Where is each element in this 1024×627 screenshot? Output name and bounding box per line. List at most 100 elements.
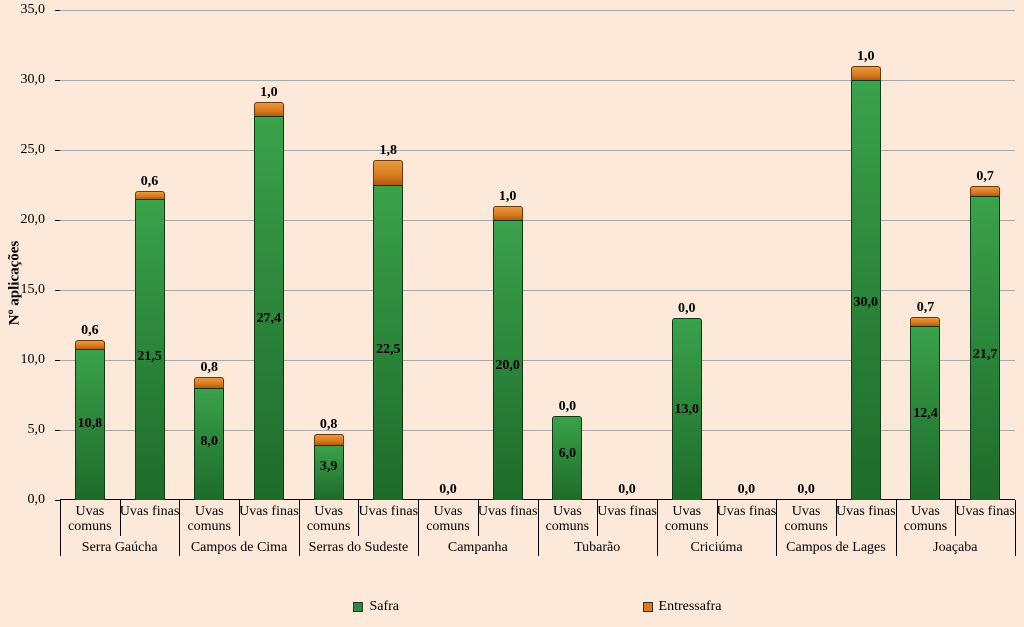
bar-value-safra: 20,0	[495, 358, 520, 374]
y-tick-label: 15,0	[21, 282, 46, 298]
subgroup-label: Uvas finas	[836, 504, 896, 519]
bar-segment-entressafra	[314, 434, 344, 445]
bar-segment-entressafra	[910, 317, 940, 327]
subgroup-label: Uvas finas	[358, 504, 418, 519]
bar: 0,0	[731, 499, 761, 500]
bar-value-safra: 8,0	[200, 434, 218, 450]
subgroup-label: Uvas comuns	[657, 504, 717, 535]
bar-value-entressafra: 1,0	[499, 189, 517, 205]
bar: 22,51,8	[373, 160, 403, 500]
bar: 0,0	[612, 499, 642, 500]
bar-value-entressafra: 0,6	[81, 323, 99, 339]
y-tick-mark	[55, 290, 60, 291]
bar-value-entressafra: 0,0	[797, 482, 815, 498]
subgroup-label: Uvas comuns	[776, 504, 836, 535]
group-label: Serras do Sudeste	[299, 540, 418, 556]
group-label: Tubarão	[538, 540, 657, 556]
bar: 3,90,8	[314, 434, 344, 500]
gridline	[60, 10, 1015, 11]
subgroup-label: Uvas finas	[716, 504, 776, 519]
subgroup-label: Uvas finas	[239, 504, 299, 519]
plot-area: 0,05,010,015,020,025,030,035,010,80,621,…	[60, 10, 1015, 500]
bar-segment-entressafra	[135, 191, 165, 199]
legend: Safra Entressafra	[60, 599, 1015, 621]
legend-item-safra: Safra	[353, 599, 399, 615]
y-tick-label: 10,0	[21, 352, 46, 368]
bar: 0,0	[791, 499, 821, 500]
bar-value-entressafra: 0,0	[618, 482, 636, 498]
y-tick-label: 35,0	[21, 2, 46, 18]
group-label: Campanha	[418, 540, 537, 556]
bar-value-entressafra: 0,0	[678, 301, 696, 317]
bar: 6,00,0	[552, 416, 582, 500]
bar: 30,01,0	[851, 66, 881, 500]
legend-swatch-safra	[353, 602, 363, 612]
bar-value-safra: 21,5	[137, 349, 162, 365]
bar: 8,00,8	[194, 377, 224, 500]
legend-label-safra: Safra	[369, 599, 399, 614]
bar-value-safra: 22,5	[376, 342, 401, 358]
group-label: Campos de Cima	[179, 540, 298, 556]
bar-value-entressafra: 0,0	[439, 482, 457, 498]
subgroup-label: Uvas comuns	[895, 504, 955, 535]
bar-segment-safra	[851, 80, 881, 500]
group-label: Criciúma	[657, 540, 776, 556]
bar-value-safra: 21,7	[973, 347, 998, 363]
bar-segment-entressafra	[75, 340, 105, 348]
bar-value-entressafra: 0,7	[976, 169, 994, 185]
y-tick-mark	[55, 430, 60, 431]
legend-label-entre: Entressafra	[659, 599, 722, 614]
bar: 12,40,7	[910, 317, 940, 500]
legend-swatch-entre	[643, 602, 653, 612]
subgroup-label: Uvas comuns	[537, 504, 597, 535]
y-tick-mark	[55, 80, 60, 81]
subgroup-label: Uvas finas	[120, 504, 180, 519]
bar-value-entressafra: 0,0	[738, 482, 756, 498]
bar-value-safra: 10,8	[78, 416, 103, 432]
bar-value-entressafra: 0,7	[917, 300, 935, 316]
bar-value-safra: 3,9	[320, 459, 338, 475]
y-tick-label: 5,0	[28, 422, 46, 438]
bar-value-entressafra: 1,0	[260, 85, 278, 101]
bar-value-entressafra: 0,6	[141, 174, 159, 190]
y-tick-label: 20,0	[21, 212, 46, 228]
bar: 21,70,7	[970, 186, 1000, 500]
bar-value-entressafra: 1,0	[857, 49, 875, 65]
y-tick-label: 0,0	[28, 492, 46, 508]
bar: 10,80,6	[75, 340, 105, 500]
bar: 0,0	[433, 499, 463, 500]
subgroup-label: Uvas finas	[597, 504, 657, 519]
group-label: Campos de Lages	[776, 540, 895, 556]
y-tick-mark	[55, 360, 60, 361]
bar-value-safra: 30,0	[854, 295, 879, 311]
subgroup-label: Uvas finas	[955, 504, 1015, 519]
bar-segment-entressafra	[851, 66, 881, 80]
y-tick-mark	[55, 150, 60, 151]
subgroup-label: Uvas finas	[478, 504, 538, 519]
legend-item-entre: Entressafra	[643, 599, 722, 615]
bar-value-entressafra: 0,8	[200, 360, 218, 376]
bar-segment-entressafra	[254, 102, 284, 116]
y-tick-label: 25,0	[21, 142, 46, 158]
bar-segment-entressafra	[493, 206, 523, 220]
bar-value-entressafra: 1,8	[380, 143, 398, 159]
bar-segment-entressafra	[970, 186, 1000, 196]
y-tick-label: 30,0	[21, 72, 46, 88]
subgroup-label: Uvas comuns	[60, 504, 120, 535]
group-label: Joaçaba	[896, 540, 1015, 556]
bar-value-entressafra: 0,8	[320, 417, 338, 433]
y-tick-mark	[55, 220, 60, 221]
subgroup-label: Uvas comuns	[418, 504, 478, 535]
bar-segment-safra	[254, 116, 284, 500]
bar: 13,00,0	[672, 318, 702, 500]
bar-value-safra: 13,0	[674, 402, 699, 418]
bar-value-entressafra: 0,0	[559, 399, 577, 415]
bar-segment-entressafra	[194, 377, 224, 388]
bar: 20,01,0	[493, 206, 523, 500]
bar: 21,50,6	[135, 191, 165, 500]
bar-value-safra: 12,4	[913, 406, 938, 422]
group-label: Serra Gaúcha	[60, 540, 179, 556]
bar-value-safra: 27,4	[257, 311, 282, 327]
chart-area: Nº aplicações 0,05,010,015,020,025,030,0…	[60, 10, 1015, 556]
bar-value-safra: 6,0	[559, 446, 577, 462]
